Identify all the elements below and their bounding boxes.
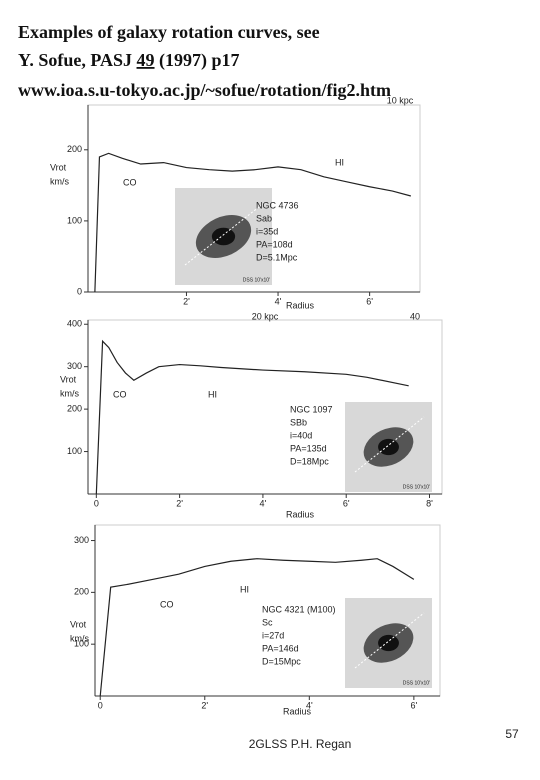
title-line: Y. Sofue, PASJ 49 (1997) p17 <box>18 50 240 71</box>
galaxy-info: NGC 1097 <box>290 404 333 414</box>
galaxy-core <box>211 227 236 246</box>
y-tick-label: 200 <box>67 144 82 154</box>
title-part: (1997) p17 <box>155 50 240 71</box>
image-caption: DSS 10'x10' <box>403 484 430 490</box>
title-line: www.ioa.s.u-tokyo.ac.jp/~sofue/rotation/… <box>18 80 391 100</box>
galaxy-info: D=15Mpc <box>262 656 301 666</box>
x-axis-label: Radius <box>283 706 312 716</box>
y-tick-label: 100 <box>67 215 82 225</box>
slit <box>354 612 425 669</box>
footer: 2GLSS P.H. Regan <box>249 737 352 751</box>
galaxy-info: i=27d <box>262 630 284 640</box>
x-tick-label: 2' <box>201 700 208 710</box>
x-tick-label: 4' <box>260 498 267 508</box>
y-tick-label: 200 <box>67 403 82 413</box>
y-tick-label: 100 <box>67 446 82 456</box>
galaxy-info: D=18Mpc <box>290 456 329 466</box>
title-part: Y. Sofue, PASJ <box>18 50 137 70</box>
top-axis-label: 20 kpc <box>252 311 279 321</box>
galaxy-info: i=35d <box>256 226 278 236</box>
y-tick-label: 0 <box>77 286 82 296</box>
x-tick-label: 4' <box>275 296 282 306</box>
x-axis-label: Radius <box>286 509 315 519</box>
top-axis-label: 40 <box>410 311 420 321</box>
y-axis-label: Vrot <box>70 619 87 629</box>
y-tick-label: 300 <box>67 361 82 371</box>
image-caption: DSS 10'x10' <box>243 277 270 283</box>
galaxy-info: NGC 4736 <box>256 200 299 210</box>
annotation: HI <box>208 389 217 399</box>
x-tick-label: 2' <box>183 296 190 306</box>
x-axis-label: Radius <box>286 300 315 310</box>
rotation-curve <box>95 339 409 495</box>
annotation: HI <box>335 157 344 167</box>
annotation: CO <box>160 599 174 609</box>
y-tick-label: 400 <box>67 319 82 329</box>
y-axis-unit: km/s <box>70 633 89 643</box>
image-caption: DSS 10'x10' <box>403 680 430 686</box>
galaxy-info: SBb <box>290 417 307 427</box>
y-axis-unit: km/s <box>50 176 69 186</box>
galaxy-info: i=40d <box>290 430 312 440</box>
y-tick-label: 300 <box>74 535 89 545</box>
annotation: HI <box>240 584 249 594</box>
y-tick-label: 200 <box>74 587 89 597</box>
annotation: CO <box>113 389 127 399</box>
y-axis-label: Vrot <box>60 374 77 384</box>
title-line: Examples of galaxy rotation curves, see <box>18 22 320 42</box>
slit <box>354 416 425 473</box>
galaxy-info: PA=146d <box>262 643 299 653</box>
slit <box>184 202 265 266</box>
annotation: CO <box>123 177 137 187</box>
y-tick-label: 100 <box>74 639 89 649</box>
rotation-curve <box>94 152 411 293</box>
page-number: 57 <box>505 727 519 741</box>
rotation-curve <box>99 558 415 697</box>
galaxy-info: D=5.1Mpc <box>256 252 298 262</box>
galaxy-core <box>378 634 399 652</box>
x-tick-label: 6' <box>343 498 350 508</box>
x-tick-label: 8' <box>426 498 433 508</box>
galaxy-info: PA=108d <box>256 239 293 249</box>
galaxy-info: Sc <box>262 617 273 627</box>
title-part: 49 <box>137 50 155 70</box>
x-tick-label: 6' <box>410 700 417 710</box>
galaxy-info: NGC 4321 (M100) <box>262 604 336 614</box>
x-tick-label: 0 <box>94 498 99 508</box>
y-axis-label: Vrot <box>50 162 67 172</box>
x-tick-label: 6' <box>366 296 373 306</box>
x-tick-label: 4' <box>306 700 313 710</box>
x-tick-label: 0 <box>98 700 103 710</box>
y-axis-unit: km/s <box>60 388 79 398</box>
galaxy-info: Sab <box>256 213 272 223</box>
top-axis-label: 10 kpc <box>387 95 414 105</box>
x-tick-label: 2' <box>176 498 183 508</box>
galaxy-core <box>378 438 399 456</box>
galaxy-info: PA=135d <box>290 443 327 453</box>
